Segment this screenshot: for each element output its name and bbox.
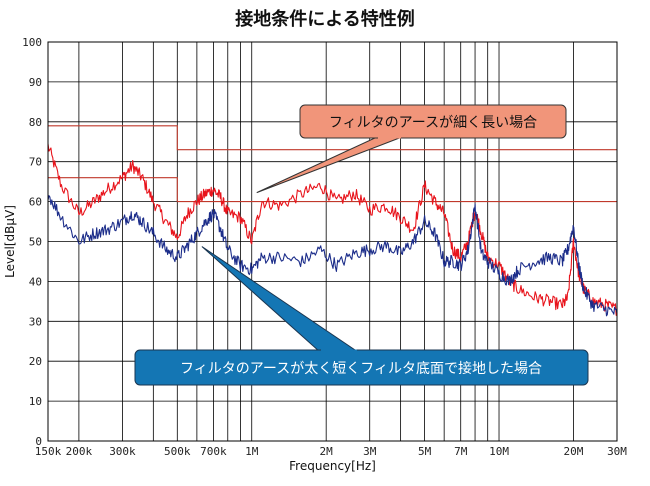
chart-title: 接地条件による特性例	[235, 8, 414, 30]
y-tick-label: 40	[29, 275, 42, 288]
x-tick-label: 300k	[109, 445, 136, 458]
y-tick-label: 0	[35, 435, 42, 448]
x-tick-label: 5M	[418, 445, 432, 458]
callout-box	[299, 104, 567, 139]
y-tick-label: 50	[29, 236, 42, 249]
limit-lines	[48, 125, 617, 203]
annotations: フィルタのアースが細く長い場合フィルタのアースが太く短くフィルタ底面で接地した場…	[134, 104, 589, 386]
x-tick-label: 200k	[66, 445, 93, 458]
x-tick-label: 500k	[164, 445, 191, 458]
x-tick-label: 700k	[200, 445, 227, 458]
series-lines	[47, 143, 618, 317]
y-tick-label: 20	[29, 355, 42, 368]
y-tick-label: 10	[29, 395, 42, 408]
x-tick-label: 20M	[564, 445, 584, 458]
y-tick-label: 80	[29, 116, 42, 129]
x-tick-label: 10M	[489, 445, 509, 458]
callout-label: フィルタのアースが太く短くフィルタ底面で接地した場合	[180, 360, 542, 377]
y-axis-label: Level[dBμV]	[3, 205, 17, 278]
y-tick-label: 70	[29, 156, 42, 169]
y-tick-label: 30	[29, 315, 42, 328]
plot-frame	[47, 41, 618, 442]
x-tick-label: 1M	[245, 445, 259, 458]
callout-label: フィルタのアースが細く長い場合	[329, 115, 537, 131]
callout-pointer	[256, 136, 403, 194]
callout-box	[134, 349, 589, 386]
series-line	[47, 195, 618, 317]
y-tick-label: 100	[22, 36, 42, 49]
x-axis-label: Frequency[Hz]	[289, 459, 376, 473]
x-tick-label: 3M	[363, 445, 377, 458]
x-tick-label: 7M	[454, 445, 468, 458]
x-tick-label: 30M	[607, 445, 627, 458]
x-tick-label: 150k	[35, 445, 62, 458]
y-tick-label: 60	[29, 196, 42, 209]
tick-labels: 0 10 20 30 40 50 60 70 80 90 100 150k 200k 300k 500k 70…	[22, 36, 627, 458]
y-tick-label: 90	[29, 76, 42, 89]
series-line	[47, 143, 618, 316]
limit-line	[48, 125, 617, 151]
x-tick-label: 2M	[320, 445, 334, 458]
limit-line	[48, 177, 617, 203]
